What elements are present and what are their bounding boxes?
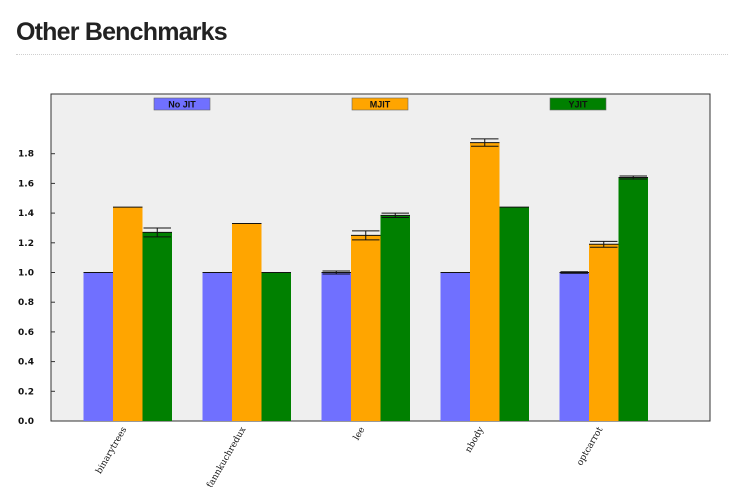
legend-swatch xyxy=(549,97,607,111)
bar xyxy=(202,272,232,421)
bar xyxy=(589,244,619,421)
page-title: Other Benchmarks xyxy=(16,18,228,46)
bar xyxy=(470,142,500,421)
y-tick-label: 0.8 xyxy=(18,298,34,308)
category-label: lee xyxy=(352,426,367,443)
bar xyxy=(499,207,529,421)
bar xyxy=(232,223,262,421)
bars xyxy=(83,138,648,421)
y-tick-label: 0.4 xyxy=(18,358,34,368)
bar xyxy=(440,272,470,421)
bar xyxy=(321,272,351,421)
legend-swatch xyxy=(351,97,409,111)
bar xyxy=(380,215,410,421)
bar xyxy=(351,235,381,421)
legend-label: No JIT xyxy=(168,100,196,110)
bar xyxy=(83,272,113,421)
bar xyxy=(261,272,291,421)
y-tick-label: 0.2 xyxy=(18,387,34,397)
bar xyxy=(559,272,589,421)
title-divider xyxy=(16,54,728,55)
bar xyxy=(142,232,172,421)
category-label: optcarrot xyxy=(575,425,605,467)
category-label: binarytrees xyxy=(94,425,129,476)
y-axis: 0.0 0.2 0.4 0.6 0.8 1.0 1.2 1.4 1.6 1.8 xyxy=(18,150,55,427)
y-tick-label: 0.6 xyxy=(18,328,34,338)
category-label: fannkuchredux xyxy=(205,426,248,487)
y-tick-label: 1.2 xyxy=(18,239,34,249)
y-tick-label: 1.4 xyxy=(18,209,34,219)
bar xyxy=(618,177,648,421)
legend-swatch xyxy=(153,97,211,111)
category-label: nbody xyxy=(464,425,487,455)
legend: No JIT MJIT YJIT xyxy=(153,97,607,111)
y-tick-label: 0.0 xyxy=(18,417,34,427)
y-tick-label: 1.8 xyxy=(18,150,34,160)
bar xyxy=(113,207,143,421)
legend-label: MJIT xyxy=(370,100,391,110)
y-tick-label: 1.0 xyxy=(18,269,34,279)
legend-label: YJIT xyxy=(568,100,588,110)
x-axis: binarytrees fannkuchredux lee nbody optcarro… xyxy=(94,425,605,487)
y-tick-label: 1.6 xyxy=(18,179,34,189)
